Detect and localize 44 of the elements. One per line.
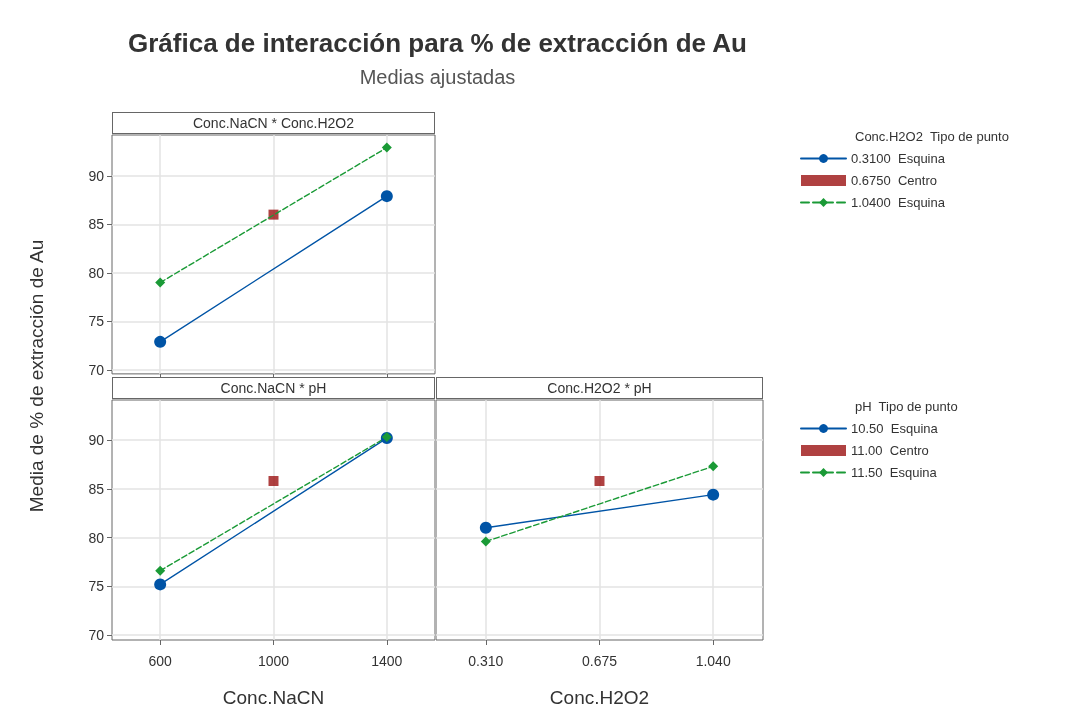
point <box>707 488 720 501</box>
legend-title: pH Tipo de punto <box>855 399 958 414</box>
point <box>480 536 491 547</box>
x-tick-label: 0.675 <box>581 653 618 669</box>
y-tick-label: 75 <box>88 578 105 595</box>
point <box>155 565 166 576</box>
x-tick-label: 600 <box>148 653 173 669</box>
point <box>479 521 492 534</box>
point <box>594 475 605 486</box>
point <box>155 277 166 288</box>
chart-title: Conc.H2O2 * pH <box>436 377 763 399</box>
y-tick-label: 85 <box>88 216 105 233</box>
y-tick-label: 80 <box>88 529 105 546</box>
y-tick-label: 90 <box>88 432 105 448</box>
y-tick-label: 80 <box>88 264 105 281</box>
y-tick-label: 75 <box>88 313 105 330</box>
point <box>268 475 279 486</box>
x-axis-title: Conc.H2O2 <box>549 687 650 708</box>
x-tick-label: 0.310 <box>468 653 504 669</box>
y-tick-label: 70 <box>88 362 105 378</box>
y-tick-label: 85 <box>88 480 105 497</box>
legend-label: 11.00 Centro <box>851 443 929 458</box>
legend-title: Conc.H2O2 Tipo de punto <box>855 129 1009 144</box>
x-axis-title: Conc.NaCN <box>222 687 325 708</box>
y-axis-title: Media de % de extracción de Au <box>26 239 48 513</box>
point <box>381 142 392 153</box>
legend-label: 11.50 Esquina <box>851 465 938 480</box>
legend-label: 0.3100 Esquina <box>851 151 946 166</box>
legend-label: 1.0400 Esquina <box>851 195 946 210</box>
x-tick-label: 1000 <box>257 653 290 669</box>
text: Gráfica de interacción para % de extracción de Au <box>127 28 748 59</box>
point <box>708 461 719 472</box>
x-tick-label: 1.040 <box>695 653 731 669</box>
y-tick-label: 70 <box>88 627 105 644</box>
legend-label: 10.50 Esquina <box>851 421 939 436</box>
y-tick-label: 90 <box>88 167 105 184</box>
chart-title: Conc.NaCN * pH <box>112 377 435 399</box>
text: Medias ajustadas <box>358 66 517 89</box>
x-tick-label: 1400 <box>371 653 403 669</box>
point <box>380 190 393 203</box>
chart-title: Conc.NaCN * Conc.H2O2 <box>112 112 435 134</box>
point <box>154 335 167 348</box>
point <box>154 578 167 591</box>
legend-label: 0.6750 Centro <box>851 173 938 188</box>
